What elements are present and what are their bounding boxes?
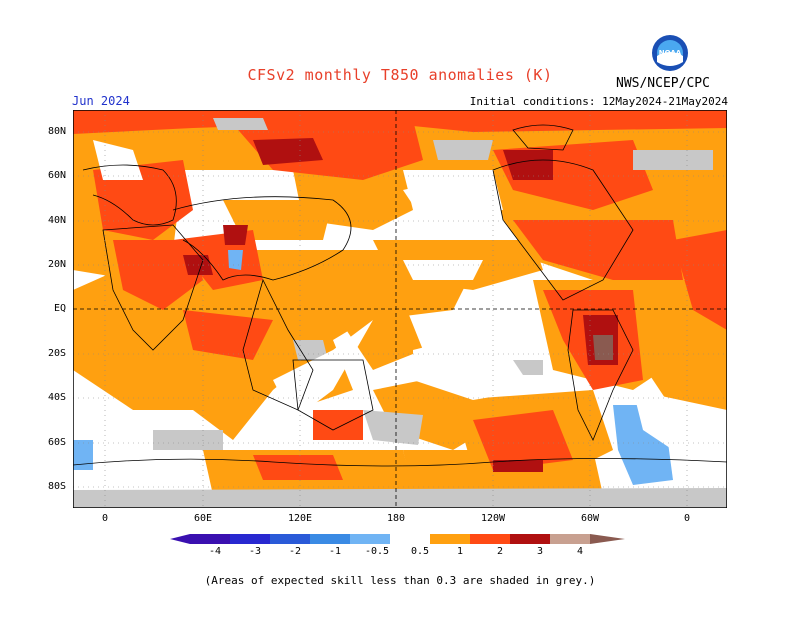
reference-lines [73,110,727,508]
colorbar-arrow-high [590,534,625,544]
colorbar-label: -3 [248,546,262,557]
colorbar-bin [550,534,590,544]
anomaly-fill-2 [183,138,618,472]
colorbar-label: 4 [576,546,584,557]
colorbar-label: 3 [536,546,544,557]
colorbar-label: -1 [328,546,342,557]
skill-grey-mask [73,118,727,508]
agency-label: NWS/NCEP/CPC [616,76,710,91]
colorbar-label: -2 [288,546,302,557]
anomaly-fill-1 [73,110,727,480]
noaa-logo-icon: NOAA [652,35,688,71]
lon-label-0-right: 0 [683,513,691,524]
colorbar-label: -4 [208,546,222,557]
svg-text:NOAA: NOAA [659,49,682,57]
colorbar-label: 2 [496,546,504,557]
colorbar-bin [430,534,470,544]
anomaly-map [73,110,727,508]
lon-label-120w: 120W [480,513,506,524]
skill-footnote: (Areas of expected skill less than 0.3 a… [204,574,596,587]
lon-label-120e: 120E [287,513,313,524]
lon-label-60e: 60E [193,513,213,524]
lat-label-60n: 60N [47,170,66,181]
lat-label-60s: 60S [47,437,66,448]
colorbar [170,534,625,544]
colorbar-bin [190,534,230,544]
lat-lon-grid [73,110,727,508]
lon-label-0-left: 0 [101,513,109,524]
colorbar-bin [390,534,430,544]
anomaly-fill-3 [593,335,613,360]
colorbar-bin [270,534,310,544]
lon-label-180: 180 [386,513,406,524]
colorbar-bin [230,534,270,544]
colorbar-label: 0.5 [410,546,430,557]
lat-label-40n: 40N [47,215,66,226]
coastlines [73,124,727,467]
map-title: CFSv2 monthly T850 anomalies (K) [247,66,553,84]
colorbar-bin [310,534,350,544]
lat-label-20s: 20S [47,348,66,359]
colorbar-bin [510,534,550,544]
colorbar-label: 1 [456,546,464,557]
lat-label-80s: 80S [47,481,66,492]
colorbar-arrow-low [170,534,190,544]
colorbar-label: -0.5 [364,546,390,557]
colorbar-bin [470,534,510,544]
forecast-month: Jun 2024 [72,94,130,108]
initial-conditions: Initial conditions: 12May2024-21May2024 [469,95,728,108]
lat-label-eq: EQ [53,303,66,314]
lat-label-40s: 40S [47,392,66,403]
lat-label-20n: 20N [47,259,66,270]
lat-label-80n: 80N [47,126,66,137]
lon-label-60w: 60W [580,513,600,524]
colorbar-bin [350,534,390,544]
